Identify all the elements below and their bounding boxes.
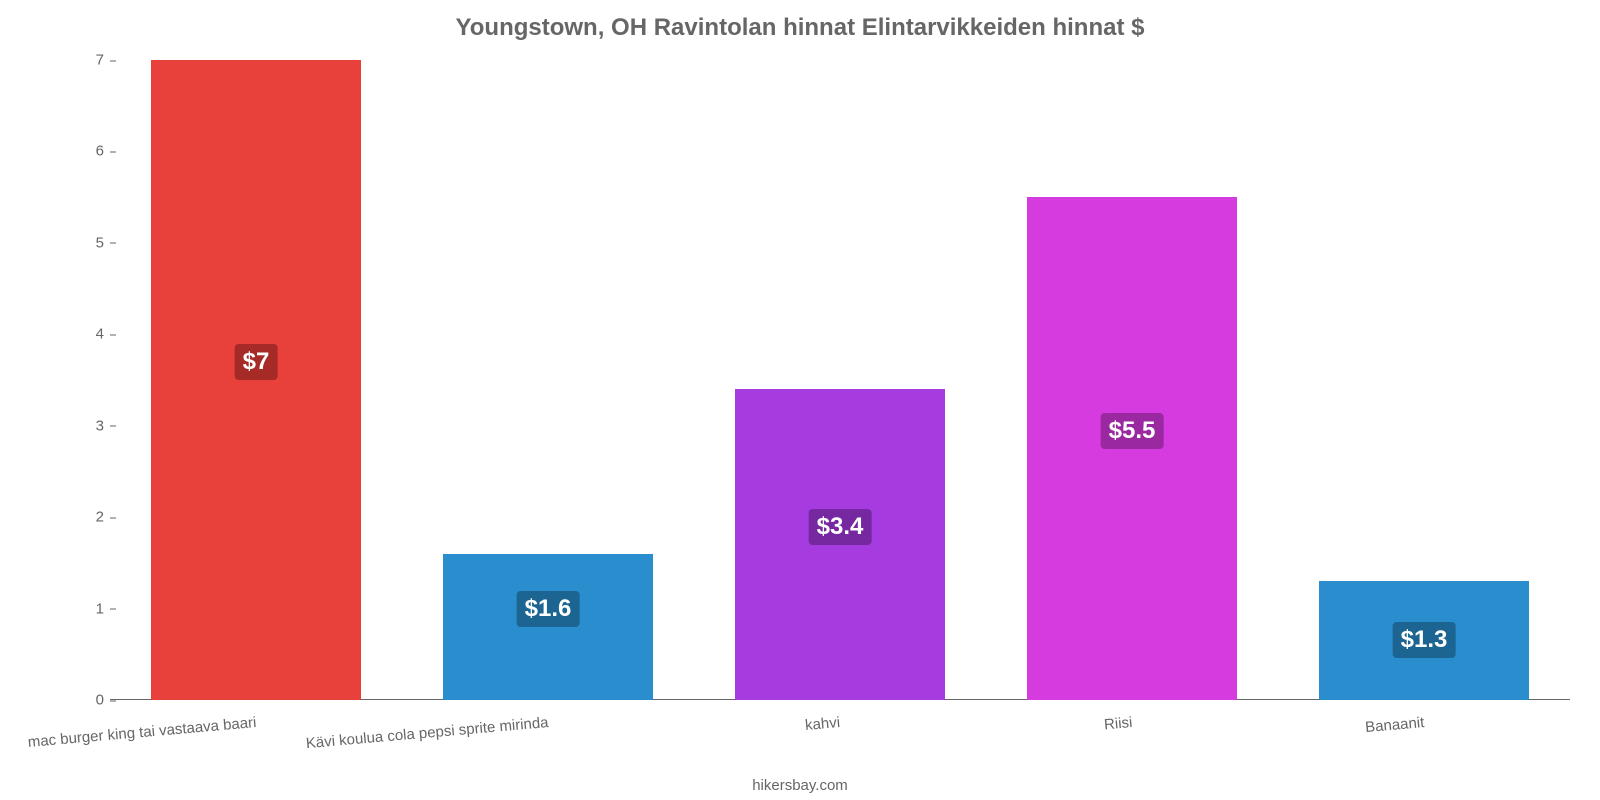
plot-area: 01234567$7mac burger king tai vastaava b… xyxy=(110,60,1570,700)
bar: $5.5 xyxy=(1027,197,1237,700)
y-tick-label: 0 xyxy=(64,692,104,709)
x-tick-label: Kävi koulua cola pepsi sprite mirinda xyxy=(305,714,549,752)
value-badge: $5.5 xyxy=(1101,413,1164,449)
y-tick-label: 5 xyxy=(64,234,104,251)
value-badge: $1.3 xyxy=(1393,622,1456,658)
bar: $1.6 xyxy=(443,554,653,700)
price-chart: Youngstown, OH Ravintolan hinnat Elintar… xyxy=(0,0,1600,800)
x-tick-label: kahvi xyxy=(804,714,840,734)
y-tick-label: 2 xyxy=(64,509,104,526)
y-tick-label: 7 xyxy=(64,52,104,69)
bar: $3.4 xyxy=(735,389,945,700)
y-tick-label: 4 xyxy=(64,326,104,343)
value-badge: $1.6 xyxy=(517,591,580,627)
credit-text: hikersbay.com xyxy=(0,777,1600,794)
x-tick-label: mac burger king tai vastaava baari xyxy=(27,714,257,751)
y-tick-label: 3 xyxy=(64,417,104,434)
chart-title: Youngstown, OH Ravintolan hinnat Elintar… xyxy=(0,14,1600,42)
x-tick-label: Banaanit xyxy=(1364,714,1424,736)
bar: $1.3 xyxy=(1319,581,1529,700)
value-badge: $7 xyxy=(235,344,278,380)
value-badge: $3.4 xyxy=(809,509,872,545)
x-tick-label: Riisi xyxy=(1103,714,1133,733)
y-tick-label: 6 xyxy=(64,143,104,160)
y-tick-label: 1 xyxy=(64,600,104,617)
bar: $7 xyxy=(151,60,361,700)
